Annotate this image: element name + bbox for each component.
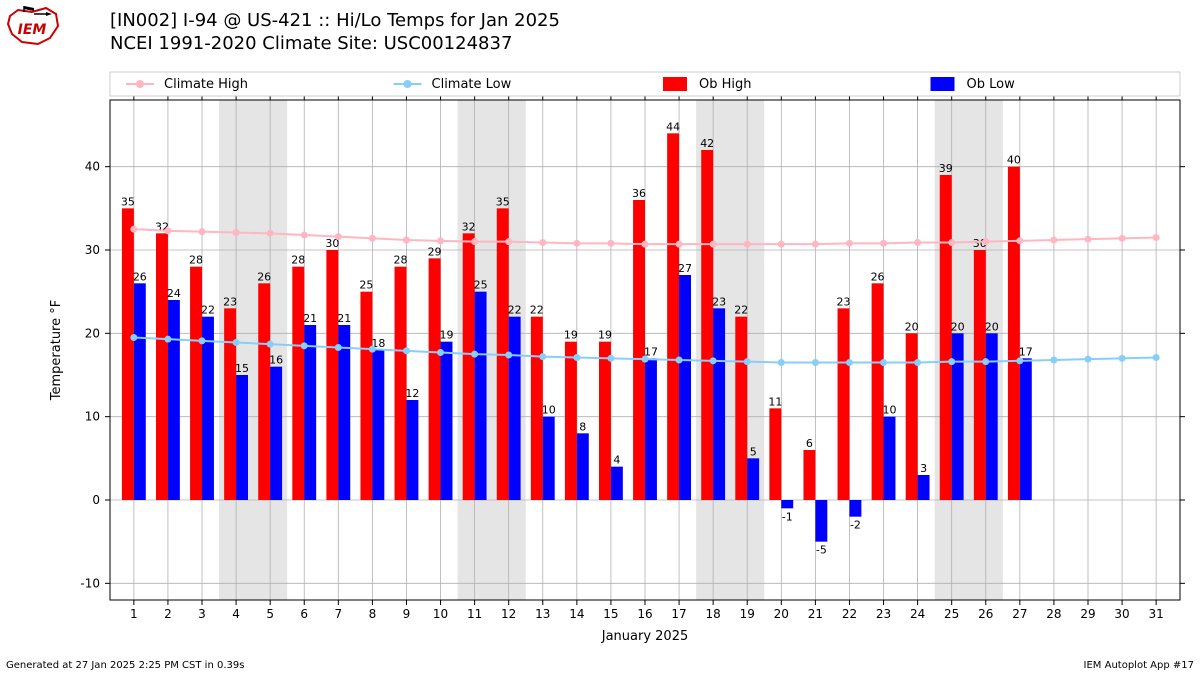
svg-text:2: 2 (164, 607, 172, 621)
svg-text:31: 31 (1149, 607, 1164, 621)
svg-text:11: 11 (768, 395, 782, 408)
svg-text:20: 20 (85, 326, 100, 340)
svg-text:16: 16 (269, 354, 283, 367)
svg-text:25: 25 (944, 607, 959, 621)
svg-text:29: 29 (1080, 607, 1095, 621)
svg-text:24: 24 (910, 607, 925, 621)
svg-text:5: 5 (750, 445, 757, 458)
svg-text:29: 29 (428, 245, 442, 258)
svg-text:26: 26 (871, 270, 885, 283)
svg-text:35: 35 (496, 195, 510, 208)
svg-text:36: 36 (632, 187, 646, 200)
svg-text:21: 21 (808, 607, 823, 621)
svg-text:18: 18 (706, 607, 721, 621)
svg-text:10: 10 (85, 410, 100, 424)
svg-text:26: 26 (257, 270, 271, 283)
svg-text:20: 20 (905, 320, 919, 333)
svg-text:10: 10 (433, 607, 448, 621)
svg-text:28: 28 (189, 254, 203, 267)
svg-text:27: 27 (1012, 607, 1027, 621)
footer-generated: Generated at 27 Jan 2025 2:25 PM CST in … (6, 660, 244, 671)
svg-text:9: 9 (403, 607, 411, 621)
svg-text:16: 16 (637, 607, 652, 621)
svg-text:-5: -5 (816, 544, 827, 557)
svg-text:25: 25 (474, 279, 488, 292)
svg-text:30: 30 (1114, 607, 1129, 621)
svg-text:44: 44 (666, 120, 680, 133)
svg-text:19: 19 (564, 329, 578, 342)
svg-text:22: 22 (734, 304, 748, 317)
svg-text:25: 25 (359, 279, 373, 292)
svg-text:Temperature °F: Temperature °F (49, 300, 64, 401)
svg-text:0: 0 (92, 493, 100, 507)
svg-text:17: 17 (671, 607, 686, 621)
svg-text:11: 11 (467, 607, 482, 621)
svg-text:27: 27 (678, 262, 692, 275)
svg-text:17: 17 (1019, 345, 1033, 358)
svg-text:7: 7 (334, 607, 342, 621)
svg-text:4: 4 (232, 607, 240, 621)
svg-text:20: 20 (774, 607, 789, 621)
svg-text:22: 22 (842, 607, 857, 621)
svg-text:15: 15 (235, 362, 249, 375)
svg-text:15: 15 (603, 607, 618, 621)
svg-text:35: 35 (121, 195, 135, 208)
svg-text:8: 8 (579, 420, 586, 433)
svg-text:21: 21 (337, 312, 351, 325)
svg-text:23: 23 (712, 295, 726, 308)
svg-text:40: 40 (1007, 154, 1021, 167)
svg-text:4: 4 (613, 454, 620, 467)
svg-text:8: 8 (369, 607, 377, 621)
svg-text:-10: -10 (80, 576, 100, 590)
svg-text:12: 12 (501, 607, 516, 621)
svg-text:39: 39 (939, 162, 953, 175)
svg-text:42: 42 (700, 137, 714, 150)
svg-text:13: 13 (535, 607, 550, 621)
footer-app: IEM Autoplot App #17 (1084, 660, 1194, 671)
svg-text:1: 1 (130, 607, 138, 621)
svg-text:28: 28 (1046, 607, 1061, 621)
svg-text:Ob High: Ob High (699, 77, 752, 92)
svg-text:5: 5 (266, 607, 274, 621)
svg-text:12: 12 (405, 387, 419, 400)
svg-text:30: 30 (85, 243, 100, 257)
svg-text:-1: -1 (782, 510, 793, 523)
svg-text:26: 26 (133, 270, 147, 283)
svg-text:10: 10 (882, 404, 896, 417)
svg-text:19: 19 (598, 329, 612, 342)
svg-text:40: 40 (85, 160, 100, 174)
svg-text:3: 3 (198, 607, 206, 621)
svg-text:22: 22 (508, 304, 522, 317)
svg-text:3: 3 (920, 462, 927, 475)
svg-text:22: 22 (201, 304, 215, 317)
svg-text:28: 28 (291, 254, 305, 267)
svg-text:23: 23 (876, 607, 891, 621)
svg-text:22: 22 (530, 304, 544, 317)
svg-text:26: 26 (978, 607, 993, 621)
svg-text:20: 20 (951, 320, 965, 333)
svg-text:10: 10 (542, 404, 556, 417)
svg-text:14: 14 (569, 607, 584, 621)
svg-text:24: 24 (167, 287, 181, 300)
svg-text:19: 19 (440, 329, 454, 342)
svg-text:Ob Low: Ob Low (967, 77, 1016, 92)
svg-text:Climate Low: Climate Low (432, 77, 512, 92)
svg-text:6: 6 (806, 437, 813, 450)
svg-text:21: 21 (303, 312, 317, 325)
svg-text:23: 23 (836, 295, 850, 308)
svg-text:28: 28 (394, 254, 408, 267)
svg-text:Climate High: Climate High (164, 77, 248, 92)
svg-text:6: 6 (300, 607, 308, 621)
svg-text:19: 19 (740, 607, 755, 621)
svg-text:23: 23 (223, 295, 237, 308)
svg-text:20: 20 (985, 320, 999, 333)
svg-text:32: 32 (462, 220, 476, 233)
svg-text:-2: -2 (850, 519, 861, 532)
svg-text:January 2025: January 2025 (601, 629, 689, 644)
temperature-chart: -100102030401234567891011121314151617181… (0, 0, 1200, 660)
